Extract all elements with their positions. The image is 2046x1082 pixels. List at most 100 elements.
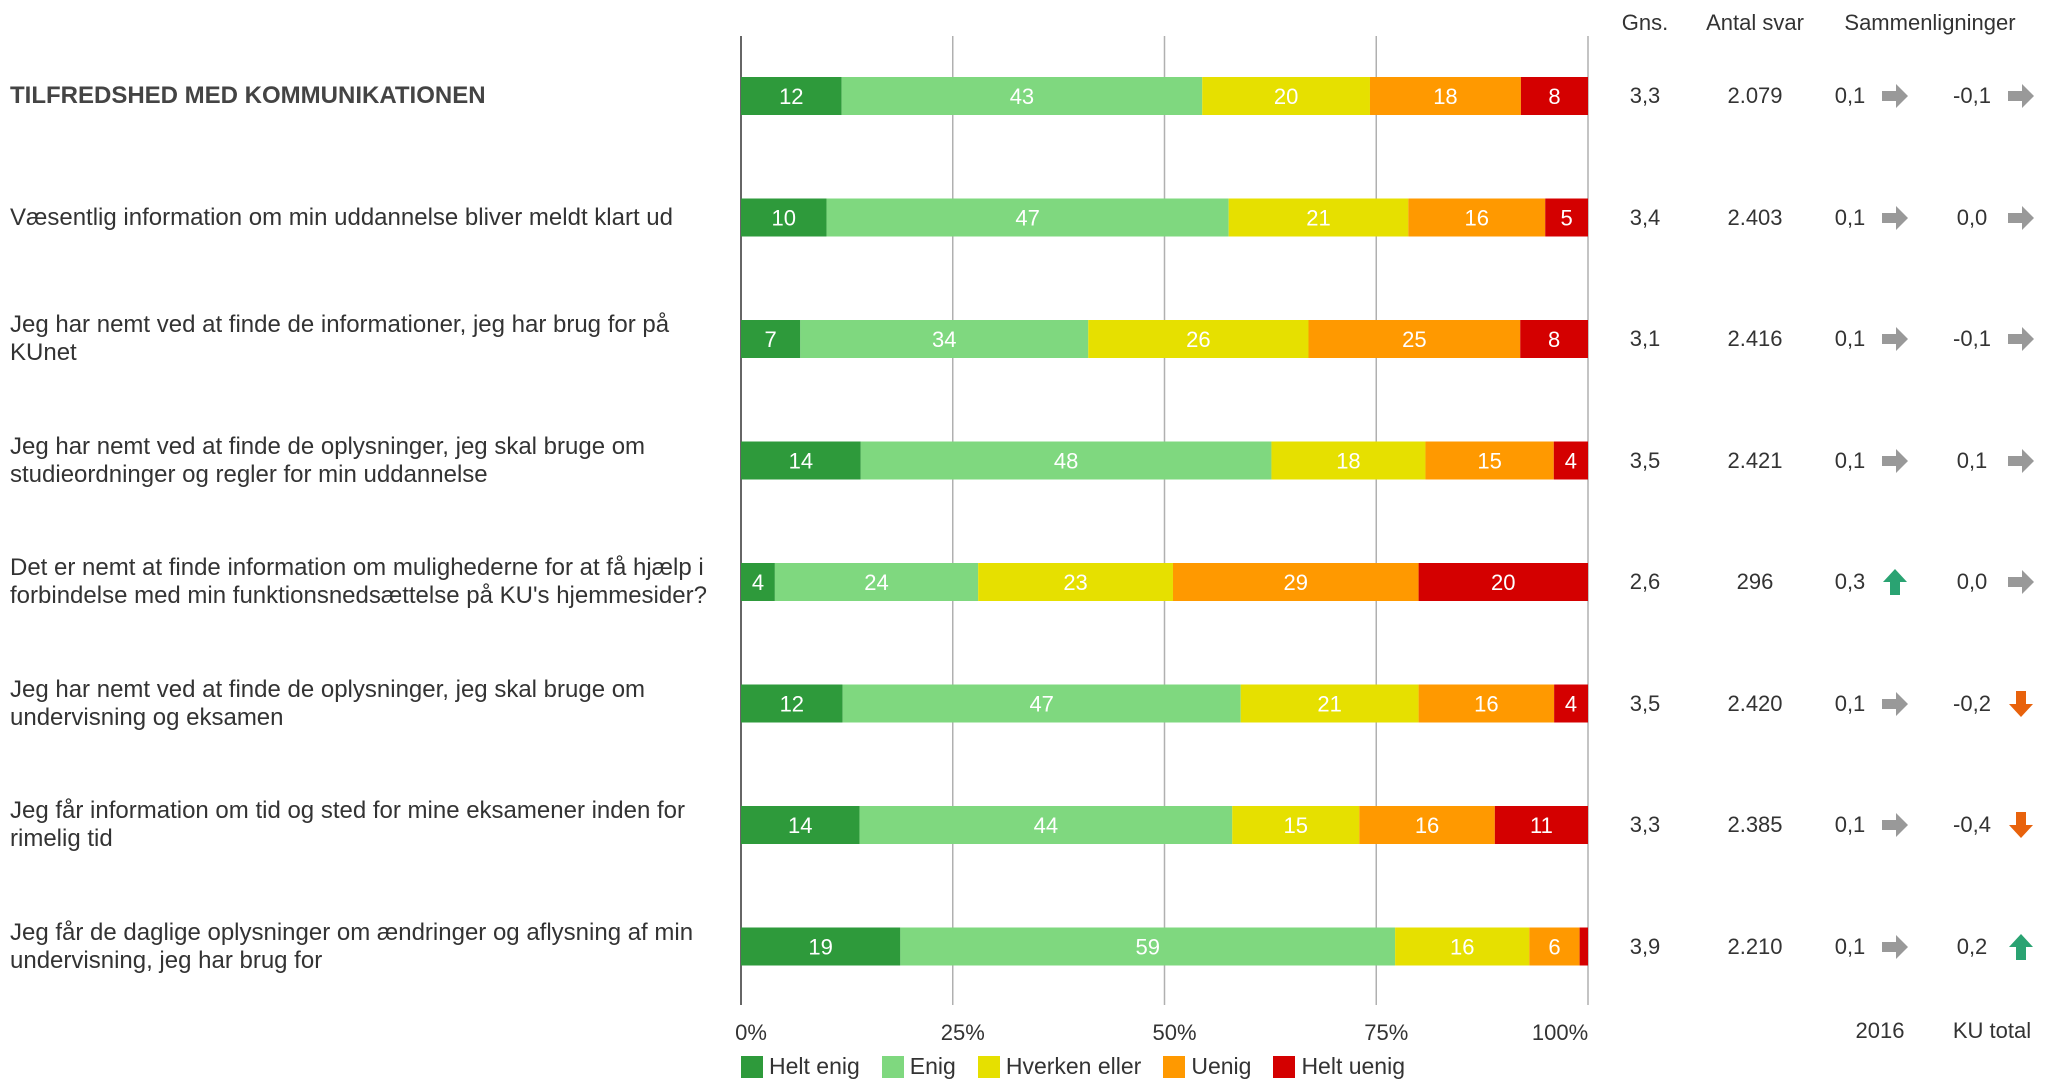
compare-2016-value: 0,1 [1834, 326, 1866, 351]
right-arrow-icon [2006, 81, 2036, 111]
bar-value-label: 4 [1565, 692, 1577, 717]
question-label: Jeg har nemt ved at finde de oplysninger… [10, 675, 646, 731]
legend-swatch [1273, 1055, 1296, 1078]
bar-value-label: 4 [1565, 449, 1577, 474]
bar-segment [1308, 320, 1521, 358]
bar-value-label: 16 [1474, 692, 1498, 717]
question-label: Det er nemt at finde information om muli… [10, 554, 707, 609]
bar-value-label: 23 [1063, 570, 1087, 595]
count-value: 2.385 [1727, 812, 1783, 837]
avg-value: 3,5 [1629, 447, 1661, 473]
bar-segment [1240, 684, 1419, 723]
bar-value-label: 5 [1560, 206, 1572, 231]
count-value: 2.210 [1727, 933, 1783, 959]
bar-value-label: 48 [1054, 449, 1078, 474]
right-arrow-icon [1880, 81, 1910, 111]
legend-swatch [977, 1055, 1000, 1078]
compare-ku-value: -0,1 [1953, 83, 1991, 108]
question-label: Jeg har nemt ved at finde de information… [10, 311, 670, 366]
right-arrow-icon [2006, 203, 2036, 233]
legend-label: Helt enig [769, 1053, 860, 1079]
compare-ku-value: 0,1 [1956, 447, 1988, 473]
bar-segment [841, 77, 1203, 115]
header-avg: Gns. [1621, 10, 1669, 35]
footer-ku-total: KU total [1952, 1018, 2032, 1043]
bar-segment [1425, 441, 1554, 480]
bar-value-label: 18 [1433, 84, 1457, 109]
footer-2016: 2016 [1855, 1018, 1905, 1043]
compare-2016-value: 0,1 [1834, 812, 1866, 837]
bar-value-label: 44 [1034, 813, 1058, 838]
bar-segment [1520, 320, 1588, 358]
bar-value-label: 11 [1530, 813, 1553, 838]
bar-segment [1520, 77, 1588, 115]
bar-segment [1554, 684, 1588, 723]
bar-value-label: 16 [1465, 206, 1489, 231]
bar-segment [1553, 441, 1588, 480]
legend-label: Uenig [1191, 1053, 1252, 1079]
down-arrow-icon [2006, 810, 2036, 840]
question-label: Væsentlig information om min uddannelse … [10, 203, 673, 231]
avg-value: 3,9 [1629, 933, 1661, 959]
x-tick-label: 75% [1364, 1020, 1408, 1045]
bar-value-label: 29 [1284, 570, 1308, 595]
question-label: Jeg har nemt ved at finde de oplysninger… [10, 432, 646, 488]
bar-value-label: 47 [1015, 206, 1039, 231]
bar-segment [1271, 441, 1426, 480]
count-value: 2.420 [1727, 690, 1783, 716]
bar-value-label: 15 [1284, 813, 1308, 838]
up-arrow-icon [1880, 567, 1910, 597]
x-tick-label: 25% [941, 1020, 985, 1045]
bar-segment [774, 563, 979, 601]
x-tick-label: 0% [735, 1020, 767, 1045]
bar-segment [1579, 927, 1588, 966]
bar-value-label: 14 [789, 449, 813, 474]
bar-value-label: 21 [1306, 206, 1330, 231]
bar-segment [860, 441, 1272, 480]
bar-segment [741, 806, 860, 844]
legend: Helt enig Enig Hverken eller Uenig Helt ueni… [741, 1053, 1427, 1080]
legend-item: Uenig [1163, 1053, 1251, 1080]
avg-value: 3,3 [1629, 83, 1661, 108]
bar-segment [1088, 320, 1309, 358]
right-arrow-icon [1880, 689, 1910, 719]
bar-segment [1369, 77, 1521, 115]
bar-segment [859, 806, 1233, 844]
bar-segment [900, 927, 1396, 966]
count-value: 2.403 [1727, 204, 1783, 230]
right-arrow-icon [1880, 932, 1910, 962]
compare-ku-value: -0,2 [1953, 690, 1991, 716]
compare-ku-value: -0,4 [1953, 812, 1991, 837]
down-arrow-icon [2006, 689, 2036, 719]
bar-value-label: 12 [779, 84, 803, 109]
bar-value-label: 18 [1336, 449, 1360, 474]
right-arrow-icon [2006, 324, 2036, 354]
bar-value-label: 8 [1548, 84, 1560, 109]
bar-segment [1494, 806, 1588, 844]
bar-value-label: 43 [1010, 84, 1034, 109]
bar-segment [741, 927, 901, 966]
count-value: 296 [1736, 569, 1774, 594]
legend-item: Hverken eller [977, 1053, 1141, 1080]
bar-value-label: 16 [1415, 813, 1439, 838]
count-value: 2.416 [1727, 326, 1783, 351]
legend-label: Enig [909, 1053, 956, 1079]
avg-value: 3,5 [1629, 690, 1661, 716]
bar-value-label: 8 [1548, 327, 1560, 352]
bar-segment [741, 320, 801, 358]
bar-segment [826, 198, 1229, 237]
compare-ku-value: -0,1 [1953, 326, 1991, 351]
bar-segment [978, 563, 1173, 601]
bar-value-label: 10 [772, 206, 796, 231]
bar-value-label: 20 [1491, 570, 1515, 595]
compare-ku-value: 0,2 [1956, 933, 1988, 959]
right-arrow-icon [1880, 810, 1910, 840]
right-arrow-icon [2006, 567, 2036, 597]
question-label: Jeg får de daglige oplysninger om ændrin… [10, 918, 694, 974]
bar-value-label: 47 [1029, 692, 1053, 717]
avg-value: 3,4 [1629, 204, 1661, 230]
header-count: Antal svar [1706, 10, 1804, 35]
legend-swatch [881, 1055, 904, 1078]
